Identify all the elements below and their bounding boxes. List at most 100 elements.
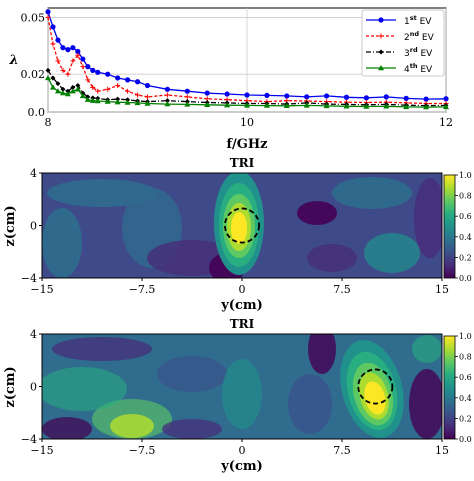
data-point bbox=[70, 84, 76, 90]
data-point bbox=[378, 17, 384, 23]
legend-entry: 1st EV bbox=[404, 14, 432, 27]
data-point bbox=[403, 95, 409, 101]
data-point bbox=[49, 84, 56, 90]
data-point bbox=[244, 102, 250, 108]
x-tick-label: 7.5 bbox=[333, 283, 351, 296]
legend-sup: st bbox=[410, 14, 417, 22]
data-point bbox=[50, 75, 56, 81]
x-axis-label: f/GHz bbox=[226, 137, 267, 152]
x-tick-label: 0 bbox=[239, 444, 246, 457]
data-point bbox=[85, 77, 91, 83]
heatmap-1-dashed-circle bbox=[224, 207, 260, 244]
legend-entry: 3rd EV bbox=[404, 46, 433, 59]
legend-sup: nd bbox=[410, 30, 420, 38]
data-point bbox=[264, 92, 270, 98]
y-tick-label: 4 bbox=[30, 167, 37, 180]
colorbar-tick-label: 0.0 bbox=[459, 435, 472, 444]
series-group bbox=[45, 9, 449, 110]
data-point bbox=[104, 98, 111, 104]
data-point bbox=[64, 91, 71, 97]
x-tick-label: 8 bbox=[45, 116, 52, 129]
x-tick-label: 7.5 bbox=[333, 444, 351, 457]
heatmap-2-colorbar-ticks: 0.0 0.2 0.4 0.6 0.8 1.0 bbox=[455, 332, 472, 444]
legend-box bbox=[361, 9, 445, 77]
legend-sup: th bbox=[410, 62, 418, 70]
data-point bbox=[135, 92, 141, 98]
data-point bbox=[115, 83, 121, 89]
data-point bbox=[283, 102, 290, 108]
colorbar-tick-label: 0.2 bbox=[459, 253, 472, 262]
colorbar-tick-label: 0.6 bbox=[459, 212, 472, 221]
heatmap-2-field bbox=[42, 334, 442, 439]
data-point bbox=[144, 100, 151, 106]
data-point bbox=[65, 71, 71, 77]
data-point bbox=[164, 92, 170, 98]
y-tick-label: −4 bbox=[21, 272, 37, 285]
data-point bbox=[403, 103, 410, 110]
data-point bbox=[224, 91, 230, 97]
data-point bbox=[125, 77, 131, 83]
heatmap-1-title: TRI bbox=[230, 156, 255, 170]
data-point bbox=[343, 94, 350, 100]
legend-base: 1 bbox=[404, 17, 410, 27]
heatmap-2-colorbar bbox=[443, 335, 456, 440]
data-point bbox=[423, 104, 430, 110]
heatmap-1-y-label: z(cm) bbox=[3, 205, 18, 246]
data-point bbox=[134, 99, 141, 106]
heatmap-1-colorbar bbox=[443, 174, 456, 279]
y-tick-label: 0 bbox=[30, 220, 37, 233]
y-tick-label: 0.05 bbox=[21, 11, 46, 24]
heatmap-2-dashed-circle bbox=[357, 368, 394, 405]
data-point bbox=[383, 94, 389, 100]
data-point bbox=[60, 45, 66, 51]
data-point bbox=[45, 67, 51, 73]
heatmap-2-title: TRI bbox=[230, 317, 255, 331]
data-point bbox=[244, 92, 250, 98]
data-point bbox=[80, 56, 86, 62]
heatmap-1-field bbox=[42, 173, 442, 278]
data-point bbox=[55, 81, 61, 87]
y-tick-label: 4 bbox=[30, 328, 37, 341]
data-point bbox=[75, 83, 81, 89]
data-point bbox=[263, 102, 270, 108]
colorbar-tick-label: 0.2 bbox=[459, 414, 472, 423]
colorbar-tick-label: 0.4 bbox=[459, 233, 472, 242]
y-tick-label: −4 bbox=[21, 433, 37, 446]
data-point bbox=[65, 47, 71, 53]
colorbar-tick-label: 0.6 bbox=[459, 373, 472, 382]
data-point bbox=[74, 86, 81, 92]
legend-base: 2 bbox=[404, 33, 410, 43]
colorbar-tick-label: 1.0 bbox=[459, 171, 472, 180]
data-point bbox=[50, 41, 56, 47]
x-tick-label: −7.5 bbox=[129, 444, 156, 457]
data-point bbox=[184, 101, 191, 107]
data-point bbox=[125, 88, 131, 94]
y-tick-label: 0 bbox=[30, 381, 37, 394]
legend-entry: 2nd EV bbox=[404, 30, 435, 43]
heatmap-2-ticks: −15 −7.5 0 7.5 15 4 0 −4 bbox=[21, 328, 449, 457]
data-point bbox=[75, 52, 81, 58]
data-point bbox=[115, 96, 121, 102]
colorbar-tick-label: 0.0 bbox=[459, 274, 472, 283]
data-point bbox=[59, 90, 66, 96]
data-point bbox=[184, 88, 190, 94]
colorbar-tick-label: 0.8 bbox=[459, 192, 472, 201]
heatmap-2: TRI −15 −7.5 0 7.5 15 4 0 −4 y(cm) z(cm) bbox=[3, 317, 472, 474]
x-tick-label: 15 bbox=[435, 444, 449, 457]
data-point bbox=[184, 94, 190, 100]
data-point bbox=[45, 9, 51, 15]
data-point bbox=[75, 48, 81, 55]
x-tick-label: 0 bbox=[239, 283, 246, 296]
data-point bbox=[224, 102, 231, 108]
data-point bbox=[363, 103, 370, 109]
data-point bbox=[94, 98, 101, 104]
data-point bbox=[304, 94, 310, 100]
data-point bbox=[45, 14, 51, 20]
data-point bbox=[145, 94, 150, 100]
data-point bbox=[204, 101, 211, 108]
heatmap-1-colorbar-ticks: 0.0 0.2 0.4 0.6 0.8 1.0 bbox=[455, 171, 472, 283]
data-point bbox=[443, 103, 449, 110]
x-tick-label: 10 bbox=[240, 116, 254, 129]
data-point bbox=[164, 98, 170, 104]
